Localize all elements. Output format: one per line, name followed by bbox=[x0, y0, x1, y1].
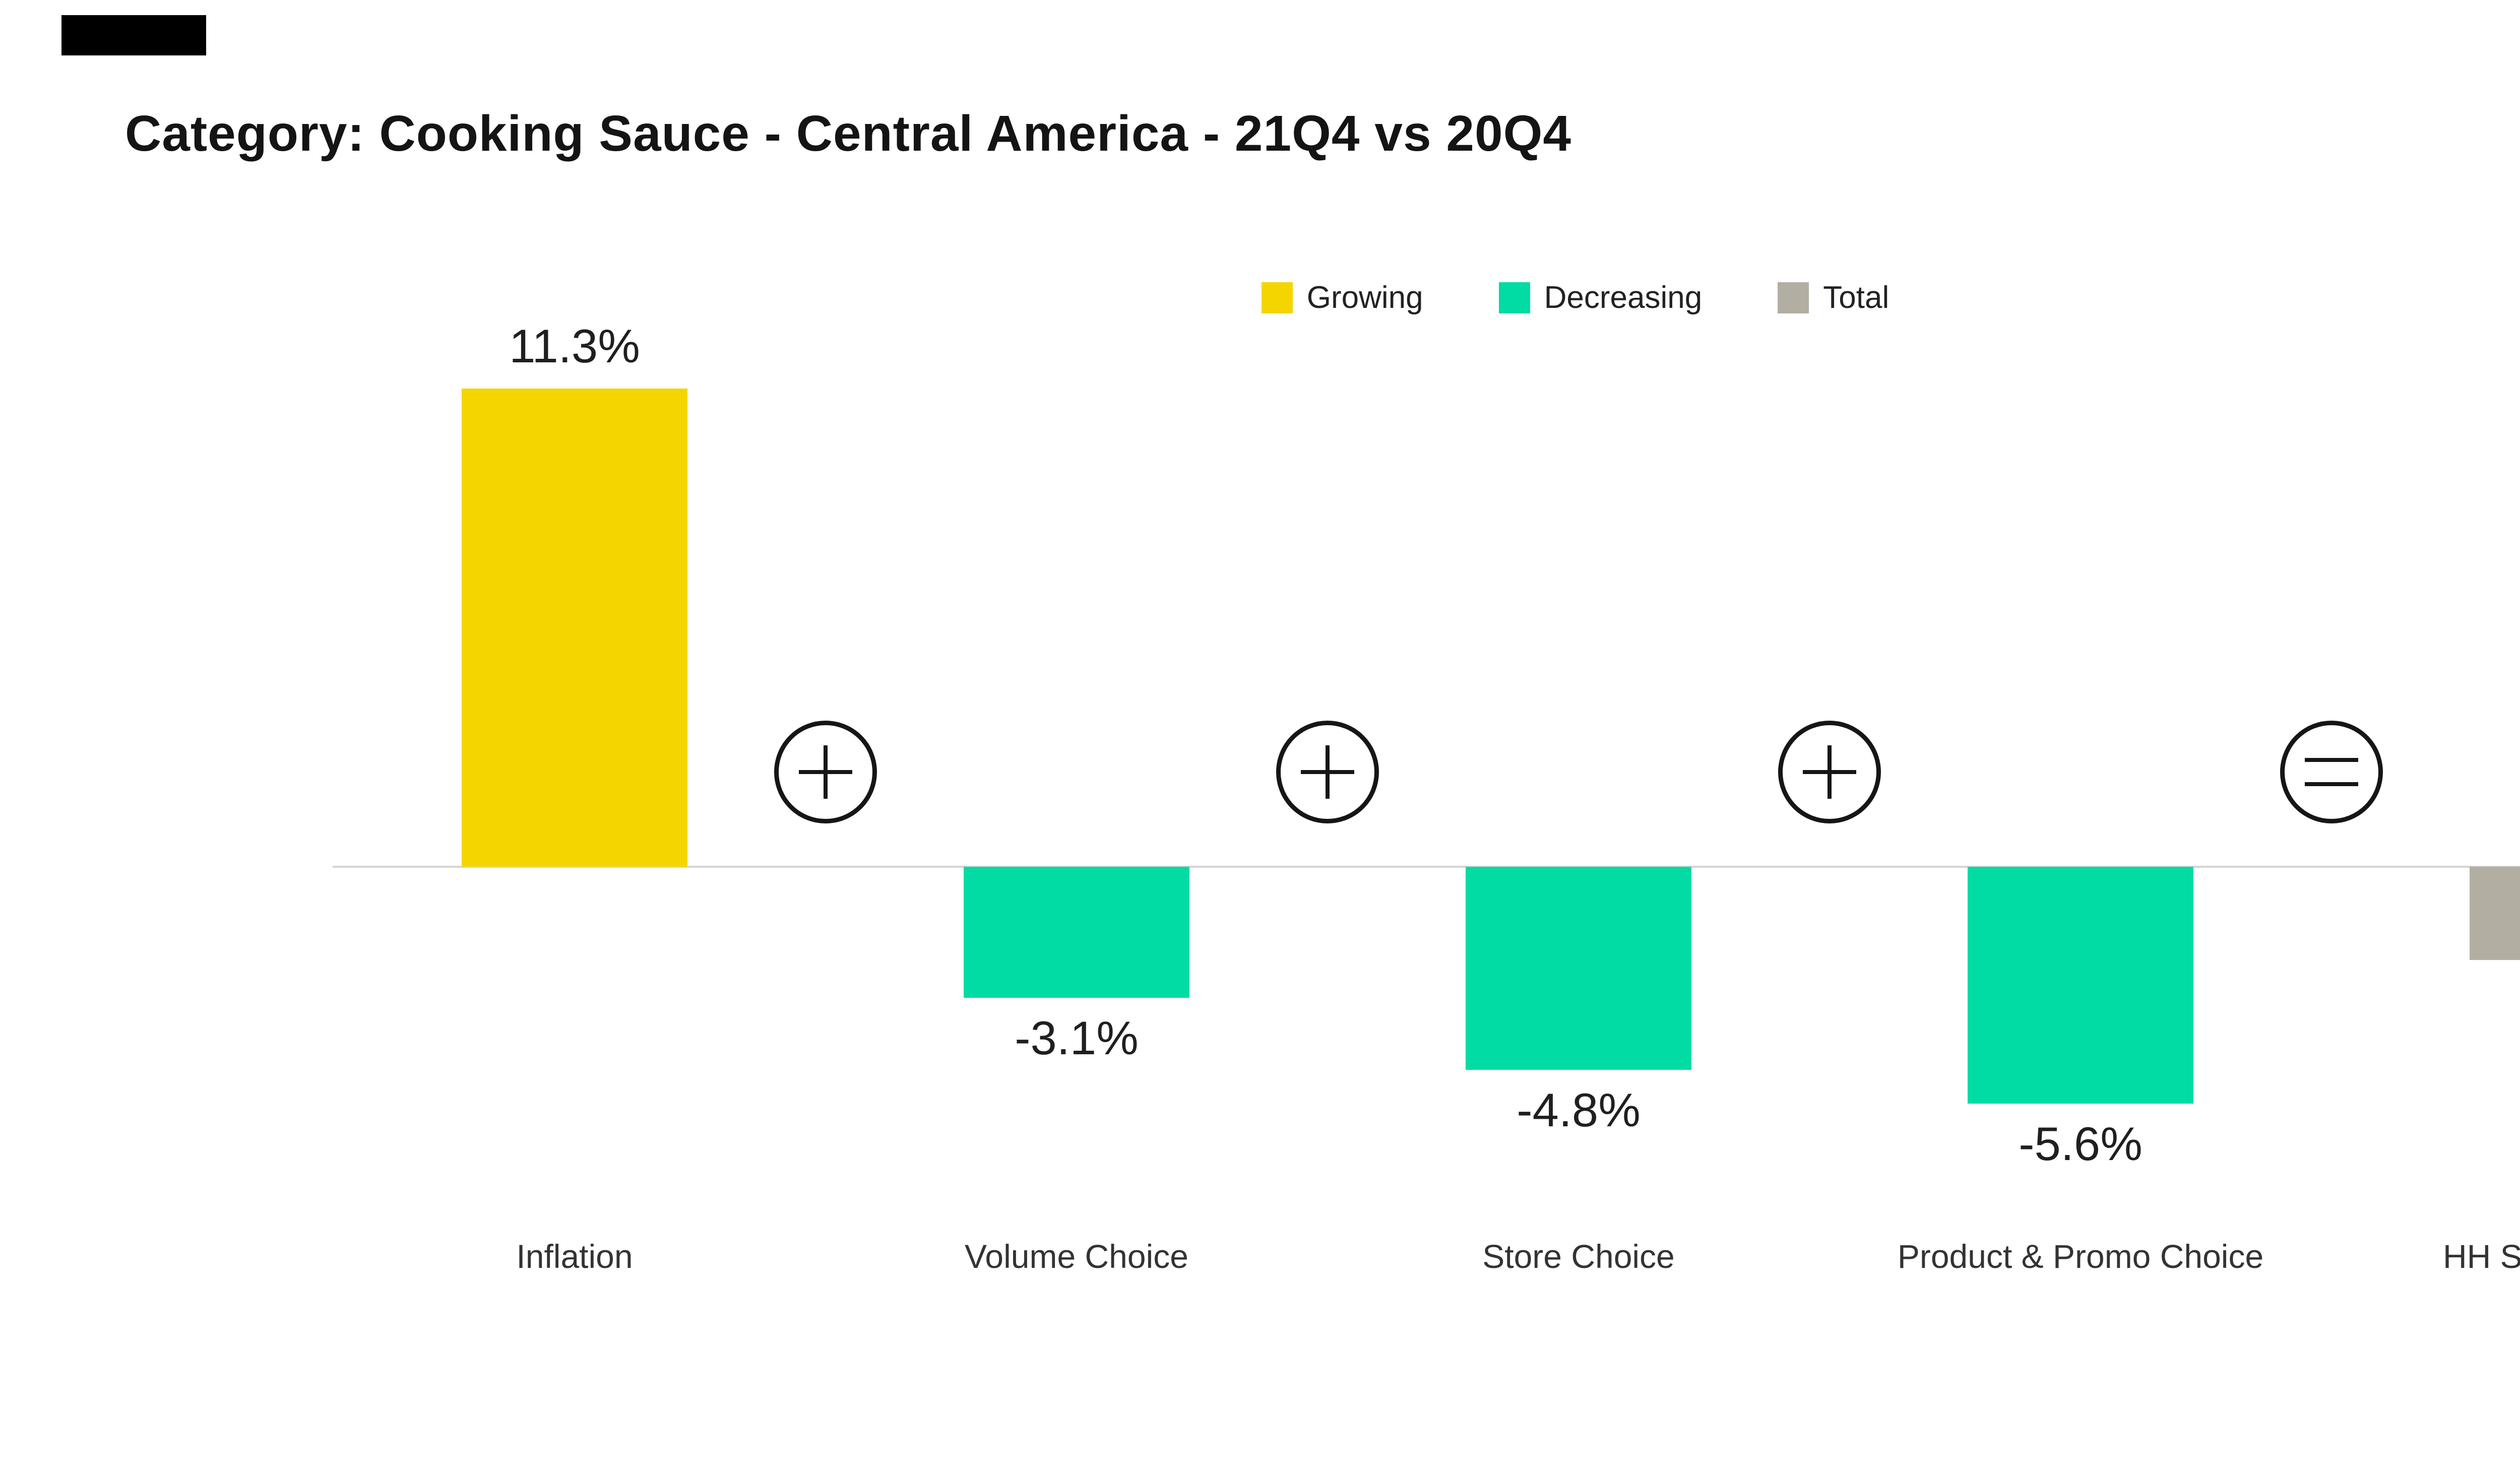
plus-operator-icon bbox=[1778, 721, 1881, 823]
legend-swatch-icon bbox=[1778, 282, 1809, 313]
bar-inflation bbox=[462, 388, 687, 867]
legend-item-total: Total bbox=[1778, 282, 1889, 313]
legend-label: Total bbox=[1823, 280, 1889, 315]
chart-legend: Growing Decreasing Total bbox=[0, 282, 2520, 313]
category-label-volume-choice: Volume Choice bbox=[965, 1238, 1188, 1275]
value-label-inflation: 11.3% bbox=[509, 319, 640, 372]
category-label-store-choice: Store Choice bbox=[1482, 1238, 1675, 1275]
value-label-store-choice: -4.8% bbox=[1517, 1083, 1641, 1137]
equals-operator-icon bbox=[2280, 721, 2383, 823]
bar-product-promo-choice bbox=[1968, 867, 2193, 1104]
legend-swatch-icon bbox=[1261, 282, 1293, 313]
plus-operator-icon bbox=[1276, 721, 1379, 823]
legend-label: Growing bbox=[1306, 280, 1423, 315]
bar-store-choice bbox=[1466, 867, 1691, 1070]
axis-baseline bbox=[333, 866, 2520, 868]
category-label-hh-spend-change: HH Spend Change bbox=[2442, 1238, 2520, 1275]
chart-title: Category: Cooking Sauce - Central Americ… bbox=[125, 105, 1571, 162]
legend-swatch-icon bbox=[1498, 282, 1530, 313]
legend-item-decreasing: Decreasing bbox=[1498, 280, 1703, 315]
value-label-volume-choice: -3.1% bbox=[1015, 1011, 1139, 1065]
brand-logo-bar bbox=[61, 15, 206, 55]
bar-volume-choice bbox=[964, 867, 1189, 998]
value-label-product-promo-choice: -5.6% bbox=[2019, 1117, 2143, 1171]
category-label-product-promo-choice: Product & Promo Choice bbox=[1897, 1238, 2264, 1275]
plus-operator-icon bbox=[774, 721, 877, 823]
bar-hh-spend-change bbox=[2470, 867, 2520, 960]
legend-item-growing: Growing bbox=[1261, 280, 1423, 315]
legend-label: Decreasing bbox=[1544, 280, 1703, 315]
category-label-inflation: Inflation bbox=[516, 1238, 633, 1275]
